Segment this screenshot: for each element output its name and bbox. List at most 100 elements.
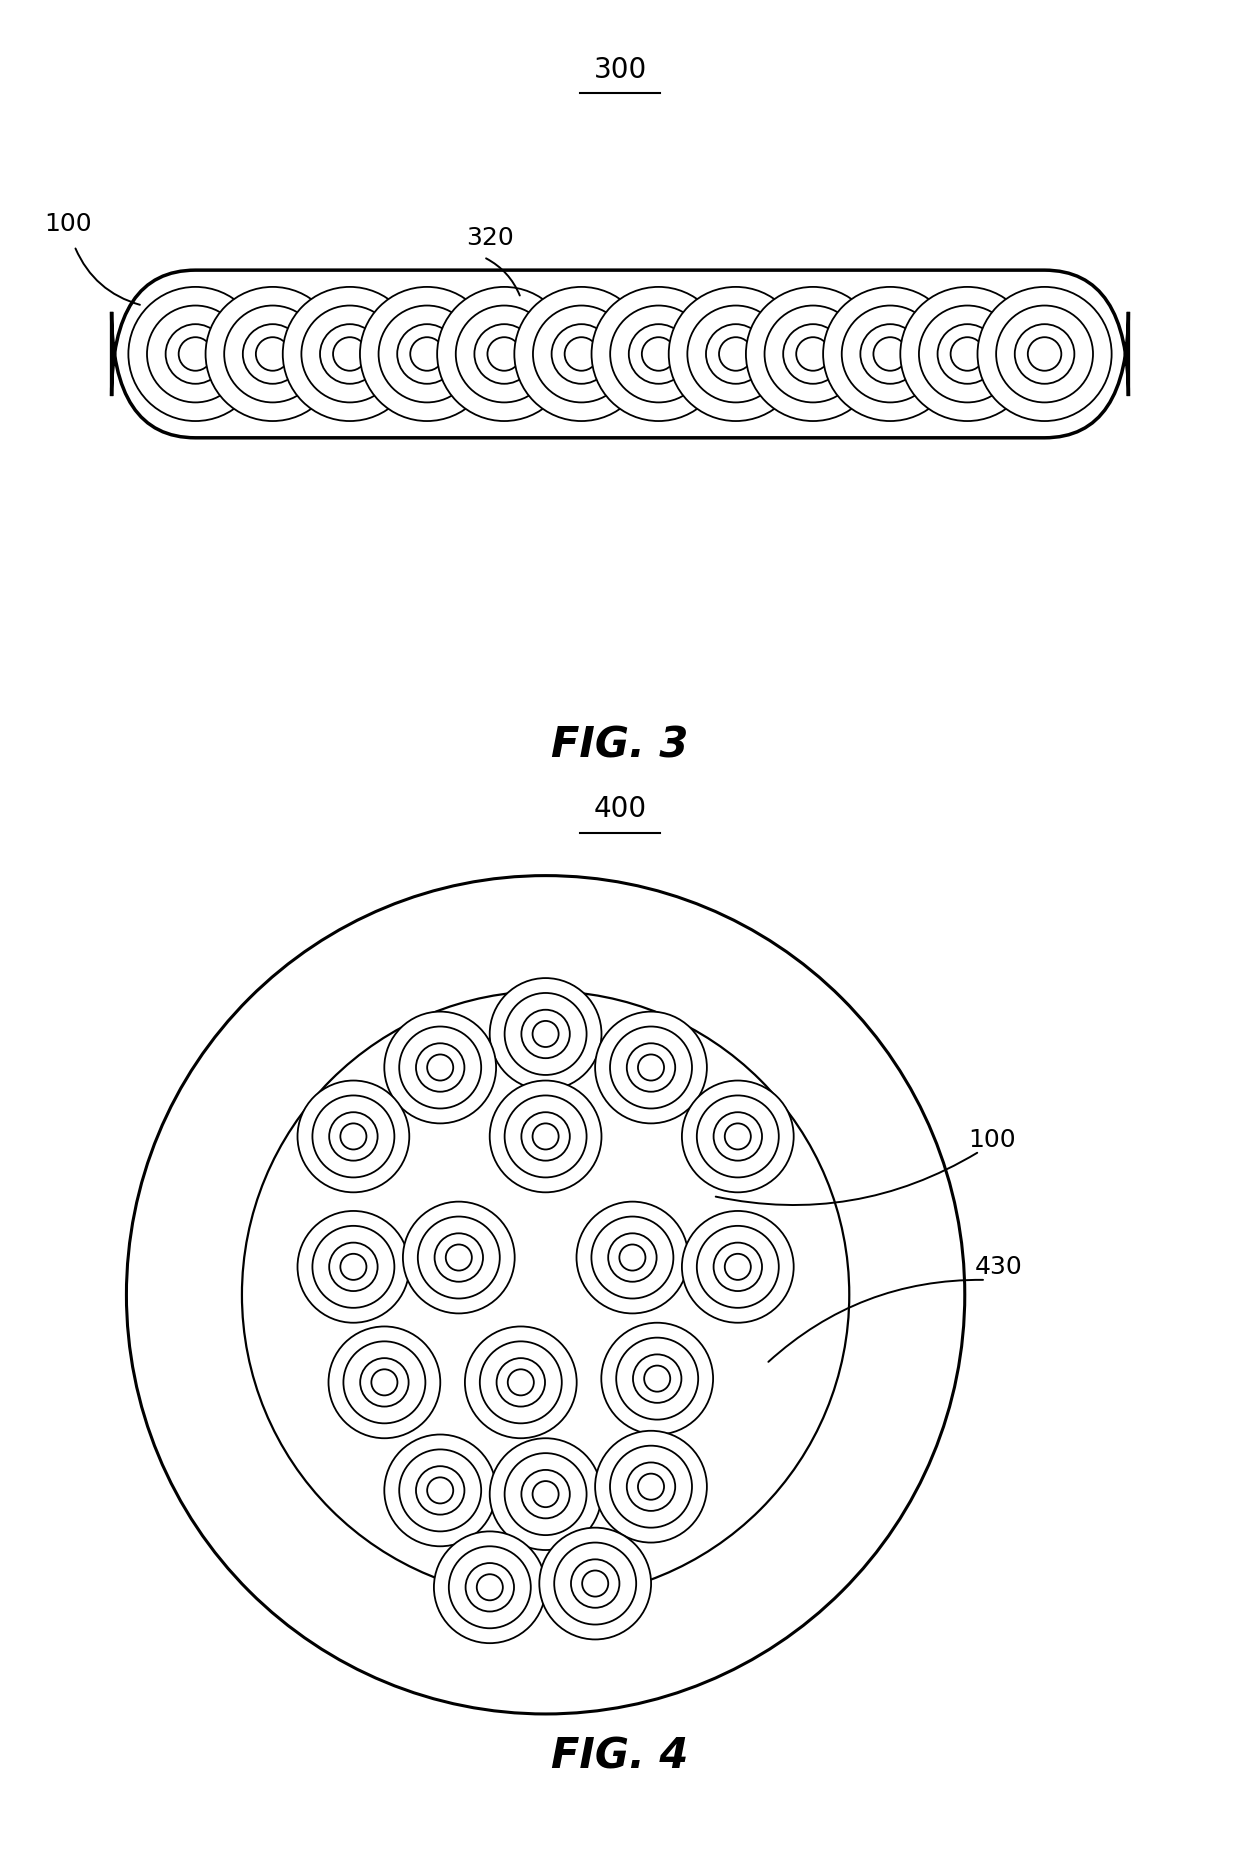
Ellipse shape [415, 1466, 465, 1515]
Ellipse shape [384, 1435, 496, 1546]
Ellipse shape [410, 337, 444, 371]
Ellipse shape [532, 1021, 559, 1047]
Ellipse shape [521, 1010, 570, 1058]
Ellipse shape [644, 1366, 671, 1392]
Ellipse shape [533, 306, 630, 402]
Ellipse shape [626, 1043, 676, 1092]
Ellipse shape [465, 1563, 515, 1611]
Ellipse shape [360, 287, 494, 421]
Ellipse shape [539, 1528, 651, 1639]
Ellipse shape [861, 324, 920, 384]
Ellipse shape [823, 287, 957, 421]
Ellipse shape [179, 337, 212, 371]
Ellipse shape [320, 324, 379, 384]
Ellipse shape [919, 306, 1016, 402]
Ellipse shape [582, 1571, 609, 1597]
Ellipse shape [616, 1338, 698, 1420]
Ellipse shape [465, 1326, 577, 1438]
Ellipse shape [129, 287, 263, 421]
Text: 400: 400 [594, 796, 646, 823]
Ellipse shape [166, 324, 226, 384]
Ellipse shape [554, 1543, 636, 1625]
Ellipse shape [378, 306, 475, 402]
Ellipse shape [340, 1123, 367, 1149]
Ellipse shape [532, 1481, 559, 1507]
Ellipse shape [476, 1574, 503, 1600]
Ellipse shape [724, 1254, 751, 1280]
Ellipse shape [438, 287, 572, 421]
Ellipse shape [608, 1233, 657, 1282]
Ellipse shape [977, 287, 1111, 421]
Ellipse shape [445, 1244, 472, 1271]
Ellipse shape [637, 1474, 665, 1500]
Ellipse shape [343, 1341, 425, 1423]
Text: 100: 100 [968, 1129, 1016, 1151]
Ellipse shape [951, 337, 985, 371]
Ellipse shape [434, 1531, 546, 1643]
Ellipse shape [682, 1211, 794, 1323]
Ellipse shape [532, 1123, 559, 1149]
Ellipse shape [334, 337, 367, 371]
Ellipse shape [1014, 324, 1074, 384]
Ellipse shape [515, 287, 649, 421]
Ellipse shape [595, 1012, 707, 1123]
Text: 300: 300 [594, 56, 646, 84]
Ellipse shape [619, 1244, 646, 1271]
Ellipse shape [298, 1211, 409, 1323]
Ellipse shape [312, 1226, 394, 1308]
Ellipse shape [682, 1081, 794, 1192]
Ellipse shape [298, 1081, 409, 1192]
Ellipse shape [340, 1254, 367, 1280]
Ellipse shape [399, 1027, 481, 1108]
Ellipse shape [490, 1438, 601, 1550]
Ellipse shape [687, 306, 784, 402]
Ellipse shape [564, 337, 598, 371]
Text: 320: 320 [466, 227, 513, 250]
Ellipse shape [505, 993, 587, 1075]
Ellipse shape [505, 1453, 587, 1535]
Ellipse shape [403, 1202, 515, 1313]
Ellipse shape [668, 287, 802, 421]
Ellipse shape [434, 1233, 484, 1282]
Ellipse shape [449, 1546, 531, 1628]
Ellipse shape [206, 287, 340, 421]
Ellipse shape [610, 1446, 692, 1528]
Text: FIG. 3: FIG. 3 [552, 725, 688, 766]
Ellipse shape [591, 1217, 673, 1299]
Ellipse shape [505, 1095, 587, 1177]
Ellipse shape [873, 337, 906, 371]
Ellipse shape [595, 1431, 707, 1543]
Ellipse shape [427, 1054, 454, 1081]
Ellipse shape [384, 1012, 496, 1123]
Ellipse shape [415, 1043, 465, 1092]
Ellipse shape [610, 1027, 692, 1108]
Ellipse shape [697, 1095, 779, 1177]
Ellipse shape [490, 978, 601, 1090]
Ellipse shape [242, 991, 849, 1598]
Ellipse shape [126, 876, 965, 1714]
Ellipse shape [697, 1226, 779, 1308]
Ellipse shape [610, 306, 707, 402]
Ellipse shape [490, 1081, 601, 1192]
Ellipse shape [521, 1112, 570, 1161]
Ellipse shape [312, 1095, 394, 1177]
Ellipse shape [642, 337, 676, 371]
Ellipse shape [796, 337, 830, 371]
Ellipse shape [456, 306, 553, 402]
Ellipse shape [632, 1354, 682, 1403]
Text: 430: 430 [975, 1256, 1022, 1278]
Ellipse shape [475, 324, 534, 384]
Ellipse shape [487, 337, 521, 371]
Ellipse shape [784, 324, 843, 384]
Ellipse shape [591, 287, 725, 421]
Ellipse shape [148, 306, 244, 402]
Ellipse shape [629, 324, 688, 384]
Ellipse shape [418, 1217, 500, 1299]
Text: FIG. 4: FIG. 4 [552, 1736, 688, 1777]
Ellipse shape [371, 1369, 398, 1395]
Ellipse shape [626, 1462, 676, 1511]
Ellipse shape [706, 324, 765, 384]
Ellipse shape [399, 1449, 481, 1531]
Ellipse shape [842, 306, 939, 402]
Ellipse shape [601, 1323, 713, 1435]
